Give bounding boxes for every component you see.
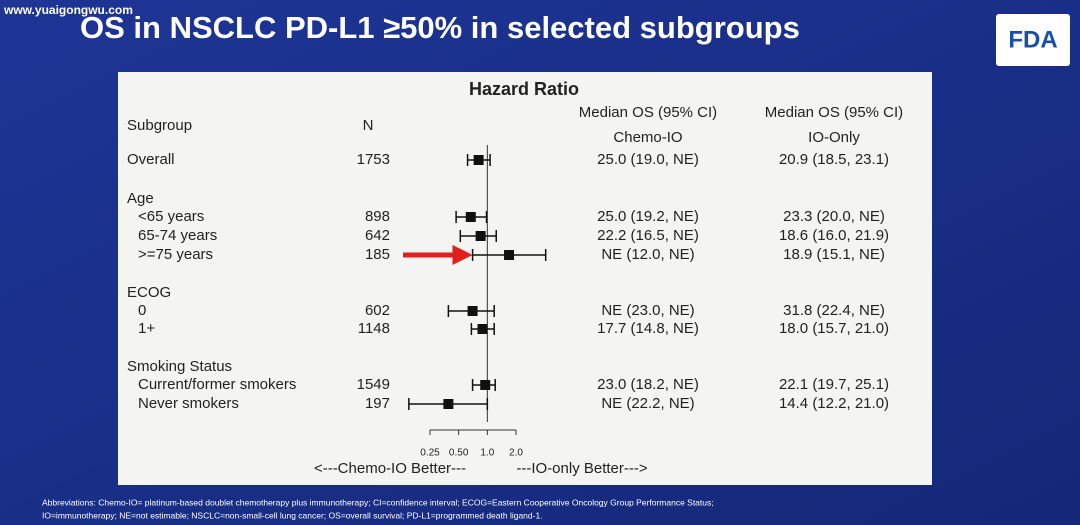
hr-point: [465, 212, 476, 222]
row-label: Never smokers: [138, 395, 239, 412]
io-only-os: 18.9 (15.1, NE): [783, 246, 885, 263]
hr-point: [475, 231, 486, 241]
x-tick-label: 2.0: [509, 448, 523, 459]
direction-label: ---IO-only Better--->: [516, 460, 648, 477]
logo: FDA: [1008, 26, 1057, 53]
column-header: Chemo-IO: [613, 129, 682, 146]
slide-title: OS in NSCLC PD-L1 ≥50% in selected subgr…: [80, 10, 800, 45]
hr-point: [504, 250, 515, 260]
io-only-os: 14.4 (12.2, 21.0): [779, 395, 889, 412]
chemo-io-os: NE (22.2, NE): [601, 395, 694, 412]
n-value: 898: [365, 208, 390, 225]
n-value: 197: [365, 395, 390, 412]
io-only-os: 18.0 (15.7, 21.0): [779, 320, 889, 337]
row-label: Overall: [127, 151, 175, 168]
chemo-io-os: 25.0 (19.2, NE): [597, 208, 699, 225]
n-value: 602: [365, 302, 390, 319]
column-header: Median OS (95% CI): [765, 104, 903, 121]
highlight-arrow: [403, 244, 473, 266]
chemo-io-os: NE (12.0, NE): [601, 246, 694, 263]
hr-point: [467, 306, 478, 316]
chemo-io-os: 25.0 (19.0, NE): [597, 151, 699, 168]
hr-point: [477, 324, 488, 334]
n-value: 1753: [357, 151, 390, 168]
watermark: www.yuaigongwu.com: [3, 3, 133, 17]
footnote: Abbreviations: Chemo-IO= platinum-based …: [42, 497, 714, 507]
n-value: 1148: [358, 320, 390, 337]
row-label: 65-74 years: [138, 227, 217, 244]
n-value: 185: [365, 246, 390, 263]
io-only-os: 22.1 (19.7, 25.1): [779, 376, 889, 393]
hr-point: [473, 155, 484, 165]
chart-panel: [118, 72, 932, 485]
chemo-io-os: 22.2 (16.5, NE): [597, 227, 699, 244]
chemo-io-os: 17.7 (14.8, NE): [597, 320, 699, 337]
axis-title: Hazard Ratio: [469, 79, 579, 99]
io-only-os: 18.6 (16.0, 21.9): [779, 227, 889, 244]
io-only-os: 20.9 (18.5, 23.1): [779, 151, 889, 168]
logo-box: [996, 14, 1070, 66]
x-tick-label: 0.50: [449, 448, 469, 459]
direction-label: <---Chemo-IO Better---: [314, 460, 466, 477]
hr-point: [443, 399, 454, 409]
column-header: Subgroup: [127, 117, 192, 134]
row-label: >=75 years: [138, 246, 213, 263]
row-label: Age: [127, 190, 154, 207]
column-header: N: [363, 117, 374, 134]
n-value: 642: [365, 227, 390, 244]
x-tick-label: 0.25: [420, 448, 440, 459]
io-only-os: 23.3 (20.0, NE): [783, 208, 885, 225]
row-label: Current/former smokers: [138, 376, 296, 393]
row-label: 1+: [138, 320, 155, 337]
x-tick-label: 1.0: [480, 448, 494, 459]
io-only-os: 31.8 (22.4, NE): [783, 302, 885, 319]
chemo-io-os: 23.0 (18.2, NE): [597, 376, 699, 393]
row-label: <65 years: [138, 208, 204, 225]
row-label: 0: [138, 302, 146, 319]
row-label: Smoking Status: [127, 358, 232, 375]
hr-point: [480, 380, 491, 390]
column-header: IO-Only: [808, 129, 860, 146]
chemo-io-os: NE (23.0, NE): [601, 302, 694, 319]
footnote: IO=immunotherapy; NE=not estimable; NSCL…: [42, 510, 543, 520]
column-header: Median OS (95% CI): [579, 104, 717, 121]
row-label: ECOG: [127, 284, 171, 301]
n-value: 1549: [357, 376, 390, 393]
